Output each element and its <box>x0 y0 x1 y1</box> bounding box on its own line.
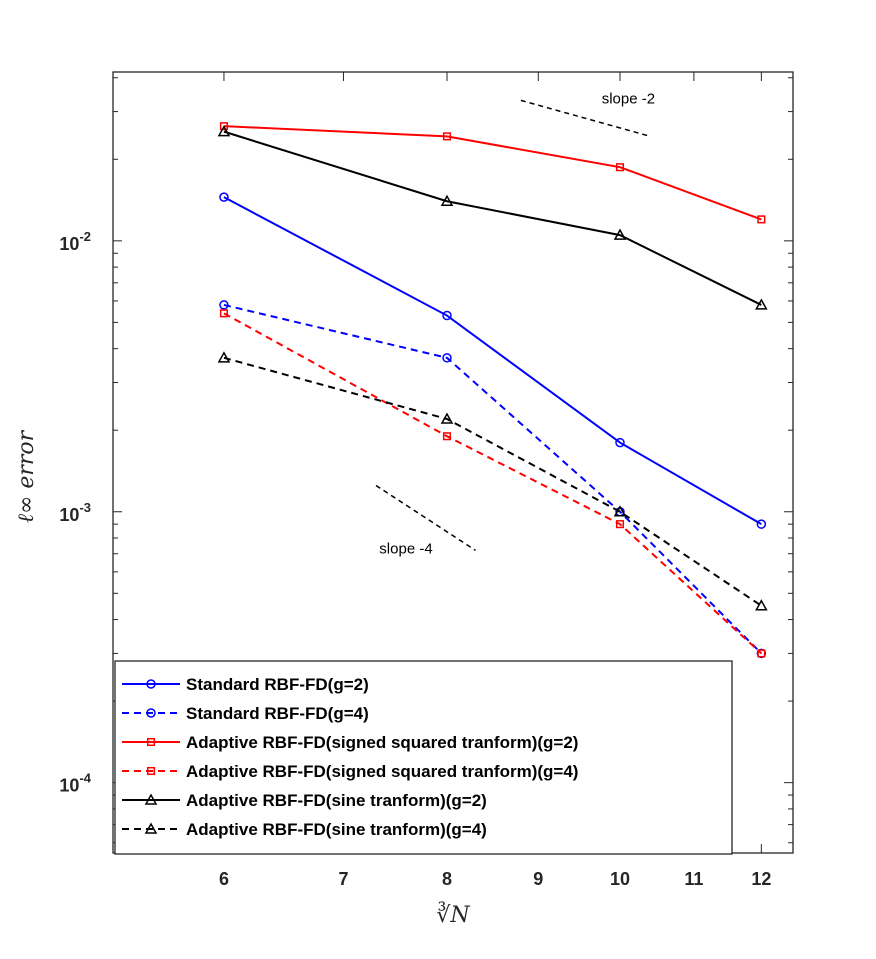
data-point <box>442 132 452 141</box>
x-axis-label: ∛N <box>436 901 470 928</box>
data-point <box>615 163 625 172</box>
series-line <box>223 196 762 526</box>
slope-reference-line <box>375 484 476 552</box>
legend-marker <box>146 679 156 689</box>
legend-entry-label: Adaptive RBF-FD(sine tranform)(g=2) <box>186 791 487 810</box>
legend-entry-label: Standard RBF-FD(g=2) <box>186 675 369 694</box>
y-axis-label-text: ℓ∞ error <box>14 429 39 523</box>
series-line <box>223 303 763 655</box>
y-tick-label: 10-2 <box>59 229 91 254</box>
data-point <box>613 228 627 240</box>
legend-marker <box>146 708 156 718</box>
slope-reference-line <box>520 99 651 138</box>
data-point <box>217 125 231 137</box>
legend-entry-label: Adaptive RBF-FD(sine tranform)(g=4) <box>186 820 487 839</box>
legend: Standard RBF-FD(g=2) Standard RBF-FD(g=4)… <box>114 660 733 855</box>
legend-entry-label: Standard RBF-FD(g=4) <box>186 704 369 723</box>
series-line <box>223 130 762 306</box>
x-tick-label: 9 <box>533 869 543 889</box>
x-tick-label: 6 <box>219 869 229 889</box>
data-point <box>755 599 768 611</box>
slope-annotation-label: slope -4 <box>379 540 432 557</box>
x-tick-label: 11 <box>684 869 703 889</box>
legend-marker <box>144 822 158 834</box>
legend-entry-label: Adaptive RBF-FD(signed squared tranform)… <box>186 762 578 781</box>
data-point <box>615 437 625 448</box>
legend-marker <box>146 766 156 776</box>
y-tick-label: 10-3 <box>59 500 91 525</box>
x-tick-label: 8 <box>442 869 452 889</box>
series-line <box>223 125 762 221</box>
data-point <box>613 505 627 517</box>
data-point <box>442 353 452 363</box>
x-tick-label: 10 <box>610 869 630 889</box>
plot-area: 10-4 10-3 10-2 6 7 8 9 10 11 12 <box>59 71 794 889</box>
data-point <box>757 649 766 658</box>
data-point <box>755 298 768 310</box>
legend-box <box>114 660 733 855</box>
data-point <box>442 310 452 321</box>
data-point <box>219 122 228 131</box>
data-point <box>440 194 454 207</box>
data-point <box>217 351 231 363</box>
data-point <box>219 192 229 202</box>
series-line <box>223 356 762 607</box>
legend-entry-label: Adaptive RBF-FD(signed squared tranform)… <box>186 733 578 752</box>
data-point <box>219 300 229 310</box>
legend-marker <box>144 793 158 805</box>
data-point <box>757 215 766 224</box>
slope-annotation-label: slope -2 <box>602 90 655 107</box>
data-point <box>615 520 625 529</box>
data-point <box>219 309 228 318</box>
data-point <box>442 432 452 441</box>
data-point <box>440 412 454 424</box>
x-tick-label: 12 <box>751 869 771 889</box>
y-tick-label: 10-4 <box>59 771 91 796</box>
series-line <box>223 312 763 655</box>
data-point <box>756 519 767 529</box>
x-tick-label: 7 <box>338 869 348 889</box>
legend-marker <box>146 737 156 747</box>
y-axis-label: ℓ∞ error <box>14 429 39 523</box>
